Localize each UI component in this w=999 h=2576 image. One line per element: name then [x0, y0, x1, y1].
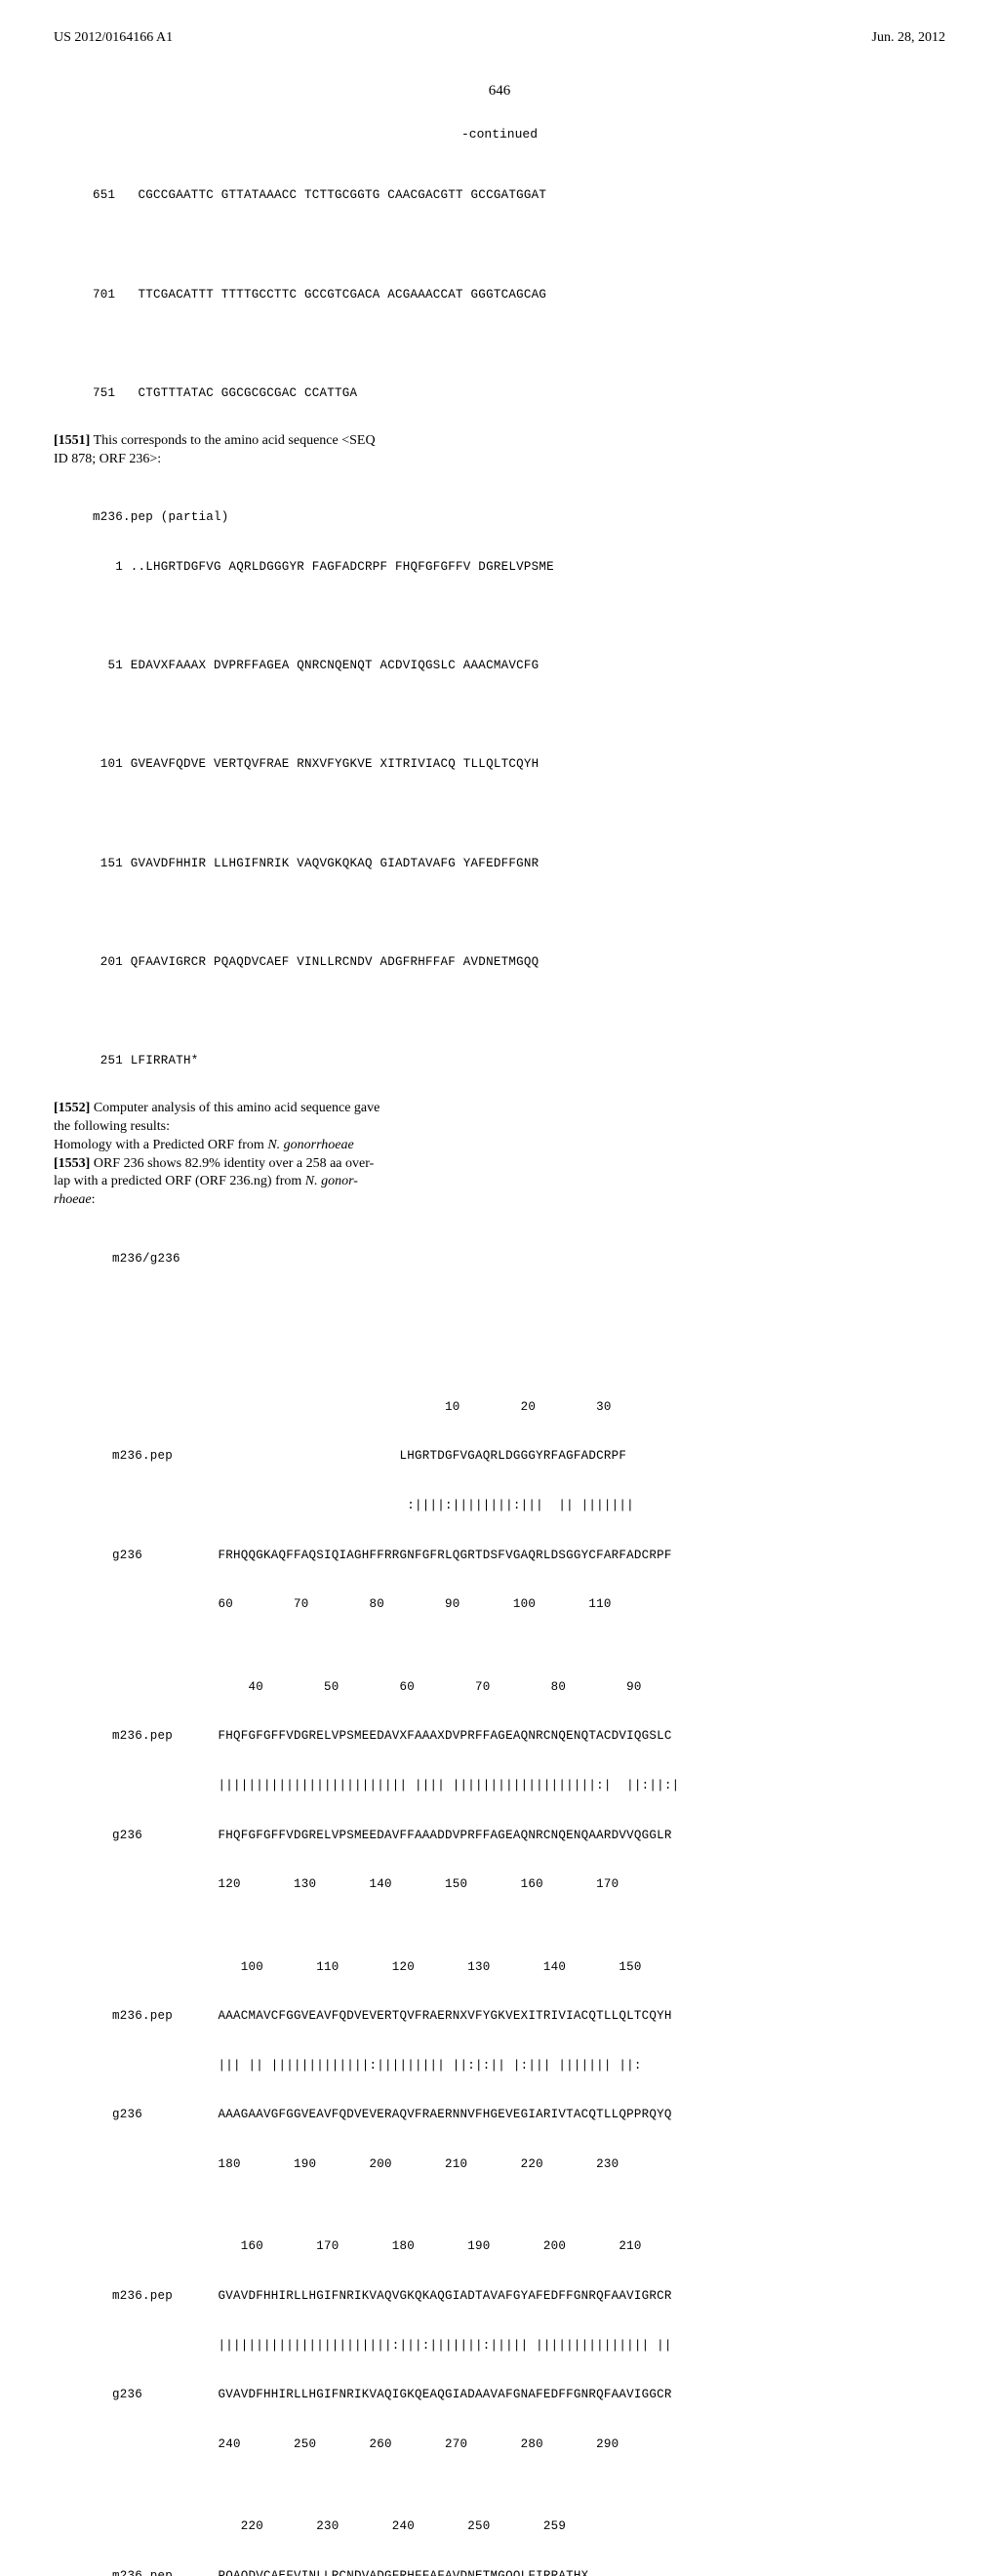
- species-name: rhoeae: [54, 1192, 92, 1207]
- alignment-title: m236/g236: [112, 1251, 945, 1268]
- align-line: ||| || |||||||||||||:||||||||| ||:|:|| |…: [112, 2058, 945, 2074]
- pep-line: 251 LFIRRATH*: [93, 1053, 945, 1069]
- patent-date: Jun. 28, 2012: [872, 29, 945, 48]
- pep-line: 1 ..LHGRTDGFVG AQRLDGGGYR FAGFADCRPF FHQ…: [93, 559, 945, 576]
- para-text: This corresponds to the amino acid seque…: [90, 433, 375, 448]
- peptide-block-1: m236.pep (partial) 1 ..LHGRTDGFVG AQRLDG…: [93, 476, 945, 1085]
- align-line: 100 110 120 130 140 150: [112, 1959, 945, 1976]
- para-text: lap with a predicted ORF (ORF 236.ng) fr…: [54, 1174, 305, 1188]
- dna-sequence-block-1: 651 CGCCGAATTC GTTATAAACC TCTTGCGGTG CAA…: [93, 155, 945, 419]
- dna-line: 751 CTGTTTATAC GGCGCGCGAC CCATTGA: [93, 385, 945, 402]
- align-line: 120 130 140 150 160 170: [112, 1876, 945, 1893]
- align-line: m236.pep AAACMAVCFGGVEAVFQDVEVERTQVFRAER…: [112, 2008, 945, 2025]
- align-line: 10 20 30: [112, 1399, 945, 1416]
- align-line: g236 AAAGAAVGFGGVEAVFQDVEVERAQVFRAERNNVF…: [112, 2107, 945, 2123]
- align-line: 220 230 240 250 259: [112, 2518, 945, 2535]
- align-line: m236.pep FHQFGFGFFVDGRELVPSMEEDAVXFAAAXD…: [112, 1728, 945, 1745]
- para-text: Computer analysis of this amino acid seq…: [90, 1101, 380, 1115]
- para-ref: [1553]: [54, 1156, 90, 1171]
- align-line: 240 250 260 270 280 290: [112, 2436, 945, 2453]
- pep-line: 51 EDAVXFAAAX DVPRFFAGEA QNRCNQENQT ACDV…: [93, 658, 945, 674]
- page-number: 646: [54, 81, 945, 101]
- dna-line: 701 TTCGACATTT TTTTGCCTTC GCCGTCGACA ACG…: [93, 287, 945, 303]
- para-text: :: [92, 1192, 96, 1207]
- paragraph-1551: [1551] This corresponds to the amino aci…: [54, 432, 483, 469]
- dna-line: 651 CGCCGAATTC GTTATAAACC TCTTGCGGTG CAA…: [93, 187, 945, 204]
- para-text: ID 878; ORF 236>:: [54, 452, 161, 466]
- align-line: g236 FHQFGFGFFVDGRELVPSMEEDAVFFAAADDVPRF…: [112, 1828, 945, 1844]
- align-line: g236 GVAVDFHHIRLLHGIFNRIKVAQIGKQEAQGIADA…: [112, 2387, 945, 2403]
- para-text: Homology with a Predicted ORF from: [54, 1138, 267, 1152]
- para-text: the following results:: [54, 1119, 170, 1134]
- pep-line: 201 QFAAVIGRCR PQAQDVCAEF VINLLRCNDV ADG…: [93, 954, 945, 971]
- paragraph-1552-1553: [1552] Computer analysis of this amino a…: [54, 1100, 483, 1210]
- align-line: |||||||||||||||||||||||:|||:|||||||:||||…: [112, 2338, 945, 2355]
- align-line: g236 FRHQQGKAQFFAQSIQIAGHFFRRGNFGFRLQGRT…: [112, 1548, 945, 1564]
- align-line: m236.pep PQAQDVCAEFVINLLRCNDVADGFRHFFAFA…: [112, 2568, 945, 2576]
- align-line: :||||:||||||||:||| || |||||||: [112, 1498, 945, 1514]
- species-name: N. gonorrhoeae: [267, 1138, 353, 1152]
- pep-line: 151 GVAVDFHHIR LLHGIFNRIK VAQVGKQKAQ GIA…: [93, 856, 945, 872]
- align-line: 160 170 180 190 200 210: [112, 2238, 945, 2255]
- align-line: ||||||||||||||||||||||||| |||| |||||||||…: [112, 1778, 945, 1794]
- para-ref: [1551]: [54, 433, 90, 448]
- patent-number: US 2012/0164166 A1: [54, 29, 173, 48]
- species-name: N. gonor-: [305, 1174, 358, 1188]
- align-line: 180 190 200 210 220 230: [112, 2156, 945, 2173]
- align-line: 60 70 80 90 100 110: [112, 1596, 945, 1613]
- continued-label: -continued: [54, 126, 945, 143]
- pep-line: 101 GVEAVFQDVE VERTQVFRAE RNXVFYGKVE XIT…: [93, 756, 945, 773]
- para-ref: [1552]: [54, 1101, 90, 1115]
- alignment-block: m236/g236 10 20 30 m236.pep LHGRTDGFVGAQ…: [112, 1218, 945, 2576]
- pep-title: m236.pep (partial): [93, 509, 945, 526]
- align-line: m236.pep GVAVDFHHIRLLHGIFNRIKVAQVGKQKAQG…: [112, 2288, 945, 2305]
- para-text: ORF 236 shows 82.9% identity over a 258 …: [90, 1156, 374, 1171]
- page-header: US 2012/0164166 A1 Jun. 28, 2012: [54, 29, 945, 48]
- align-line: 40 50 60 70 80 90: [112, 1679, 945, 1696]
- align-line: m236.pep LHGRTDGFVGAQRLDGGGYRFAGFADCRPF: [112, 1448, 945, 1465]
